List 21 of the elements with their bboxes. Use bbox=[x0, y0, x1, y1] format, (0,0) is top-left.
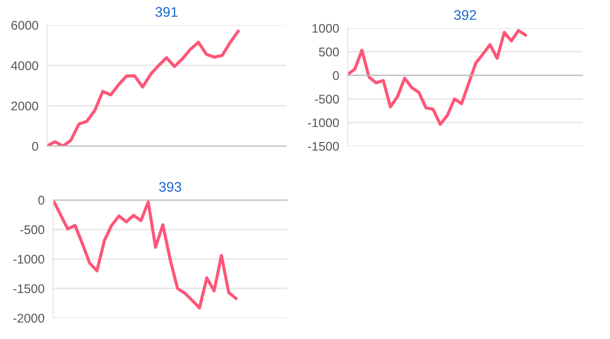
y-tick-label: 2000 bbox=[11, 102, 38, 110]
chart-title: 391 bbox=[155, 7, 178, 17]
y-tick-label: 0 bbox=[332, 71, 339, 80]
line-series bbox=[46, 30, 240, 146]
y-tick-label: 4000 bbox=[11, 61, 38, 70]
y-tick-label: -2000 bbox=[13, 314, 44, 323]
line-series bbox=[348, 28, 528, 126]
y-tick-label: -500 bbox=[20, 225, 44, 234]
y-tick-label: -1500 bbox=[13, 284, 44, 294]
y-tick-label: -1000 bbox=[13, 254, 44, 264]
y-tick-label: 500 bbox=[319, 48, 339, 56]
line-series bbox=[53, 200, 238, 310]
y-tick-label: 0 bbox=[32, 142, 38, 151]
y-tick-label: -1000 bbox=[308, 118, 339, 128]
y-tick-label: 6000 bbox=[11, 20, 38, 30]
y-tick-label: 0 bbox=[38, 196, 44, 205]
y-tick-label: 1000 bbox=[312, 24, 339, 33]
y-tick-label: -500 bbox=[314, 94, 339, 104]
chart-title: 393 bbox=[159, 182, 182, 192]
y-tick-label: -1500 bbox=[308, 142, 339, 151]
chart-title: 392 bbox=[454, 10, 476, 20]
